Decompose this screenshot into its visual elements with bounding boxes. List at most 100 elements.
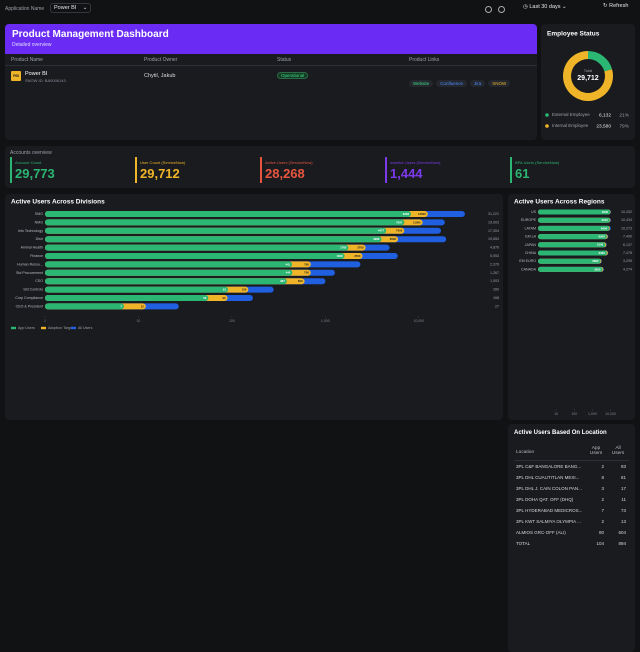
bar-label: 12500: [418, 212, 426, 216]
total-label: 17,304: [488, 229, 499, 233]
total-label: 1,003: [490, 279, 499, 283]
table-cell: TOTAL: [516, 541, 531, 546]
table-cell: 2: [601, 497, 604, 502]
center-label: Total: [584, 68, 593, 73]
total-label: 1,267: [490, 271, 499, 275]
legend-label: All Users: [78, 326, 93, 330]
bar-label: 8268: [403, 212, 410, 216]
bar-label: 6200: [599, 235, 606, 239]
bar: [45, 244, 349, 251]
table-cell: 3: [601, 486, 604, 491]
bar: [538, 242, 606, 248]
product-link[interactable]: Confluence: [436, 80, 467, 87]
table-cell: 2: [601, 519, 604, 524]
divisions-chart: Active Users Across Divisions 1 10 100 1,000…: [11, 199, 499, 330]
y-tick-label: CHINA: [525, 251, 537, 255]
product-link[interactable]: SNOW: [488, 80, 511, 87]
bar-label: 700: [304, 271, 309, 275]
settings-icon[interactable]: [485, 6, 492, 13]
bar-label: 3988: [373, 237, 380, 241]
kpi-value: 1,444: [390, 166, 423, 181]
bar-label: 4477: [378, 229, 385, 233]
column-header: App Users: [589, 446, 603, 456]
header-band: [5, 24, 537, 54]
bar-label: 150: [242, 288, 247, 292]
total-label: 3,295: [623, 259, 632, 263]
column-header: Product Owner: [144, 57, 178, 63]
y-tick-label: CEO & President: [16, 304, 43, 308]
total-label: 7,478: [623, 251, 632, 255]
legend-value: 6,132: [599, 112, 611, 118]
product-link[interactable]: Website: [409, 80, 434, 87]
date-range-text: Last 30 days: [529, 4, 561, 10]
kpi-label: BPA Users (ServiceNow): [515, 160, 560, 165]
bar: [45, 295, 209, 301]
bar: [538, 250, 607, 256]
x-tick-label: 10: [554, 412, 558, 416]
bar: [45, 227, 387, 234]
y-tick-label: EUROPE: [521, 218, 537, 222]
kpi-value: 28,268: [265, 166, 305, 181]
kpi-value: 29,712: [140, 166, 180, 181]
bar-label: 7000: [396, 229, 403, 233]
bar: [538, 209, 611, 215]
employee-status-card: Employee Status External Employee 6,132 21%…: [541, 24, 635, 140]
app-label: Application Name: [5, 6, 45, 12]
y-tick-label: Human Resou...: [17, 262, 43, 266]
bar-label: 2500: [354, 254, 361, 258]
legend-swatch: [11, 326, 16, 330]
product-name: Power BI: [25, 71, 48, 77]
total-label: 19,653: [488, 237, 499, 241]
bar-label: 12: [141, 304, 145, 308]
legend-dot: [545, 113, 549, 117]
regions-chart: Active Users Across Regions 10 100 1,000 10,…: [514, 199, 632, 416]
bar-label: 5100: [597, 243, 604, 247]
info-icon[interactable]: [498, 6, 505, 13]
date-range[interactable]: ◷ Last 30 days ⌄: [523, 4, 567, 10]
x-tick-label: 1,000: [588, 412, 597, 416]
kpi-accent: [10, 157, 12, 183]
bar-label: 6300: [599, 251, 606, 255]
accounts-card: Accounts overview Account Count 29,773 Use…: [5, 146, 635, 188]
accounts-title: Accounts overview: [10, 150, 52, 156]
kpi-label: Account Count: [15, 160, 42, 165]
legend-percent: 79%: [619, 123, 629, 129]
header-subtitle: Detailed overview: [12, 42, 52, 48]
app-select[interactable]: Power BI ⌄: [50, 3, 92, 13]
location-title: Active Users Based On Location: [514, 430, 607, 436]
table-cell: 11: [621, 497, 626, 502]
refresh-button[interactable]: ↻ Refresh: [603, 3, 629, 9]
bar: [45, 278, 287, 285]
bar: [45, 286, 229, 293]
bar-label: 7: [120, 304, 122, 308]
kpi-label: Active Users (ServiceNow): [265, 160, 313, 165]
bar: [45, 261, 293, 268]
legend-swatch: [41, 326, 46, 330]
bar: [538, 225, 610, 231]
table-cell: 3PL C&F BANGALORE BANG...: [516, 464, 582, 469]
chart-title: Active Users Across Divisions: [11, 199, 105, 206]
table-cell: 3PL DHL CUAUTITLAN MEXI...: [516, 475, 580, 480]
y-tick-label: US: [531, 210, 537, 214]
table-cell: ALMIOS GRC-OFF (ALI): [516, 530, 566, 535]
column-header: Location: [516, 450, 535, 455]
table-cell: 80: [598, 530, 604, 535]
product-link[interactable]: Jira: [469, 80, 486, 87]
kpi-accent: [385, 157, 387, 183]
product-icon: PBI: [11, 71, 21, 81]
total-label: 10,432: [621, 210, 632, 214]
x-tick-label: 100: [229, 319, 235, 323]
table-cell: 3PL KWT SALMIYA OLYMPIA ...: [516, 519, 581, 524]
total-label: 168: [493, 296, 499, 300]
y-tick-label: Std Controls: [23, 288, 43, 292]
y-tick-label: LATAM: [525, 226, 536, 230]
total-label: 7,490: [623, 235, 632, 239]
divisions-card: Active Users Across Divisions 1 10 100 1,000…: [5, 194, 503, 420]
product-table: Product Name Product Owner Status Product L…: [5, 54, 537, 140]
y-tick-label: JAPAN: [525, 243, 537, 247]
bar: [45, 211, 412, 217]
bar-label: 9500: [602, 210, 609, 214]
table-cell: 3PL DOHA QAT. OFF (DHQ): [516, 497, 574, 502]
x-tick-label: 10: [136, 319, 140, 323]
